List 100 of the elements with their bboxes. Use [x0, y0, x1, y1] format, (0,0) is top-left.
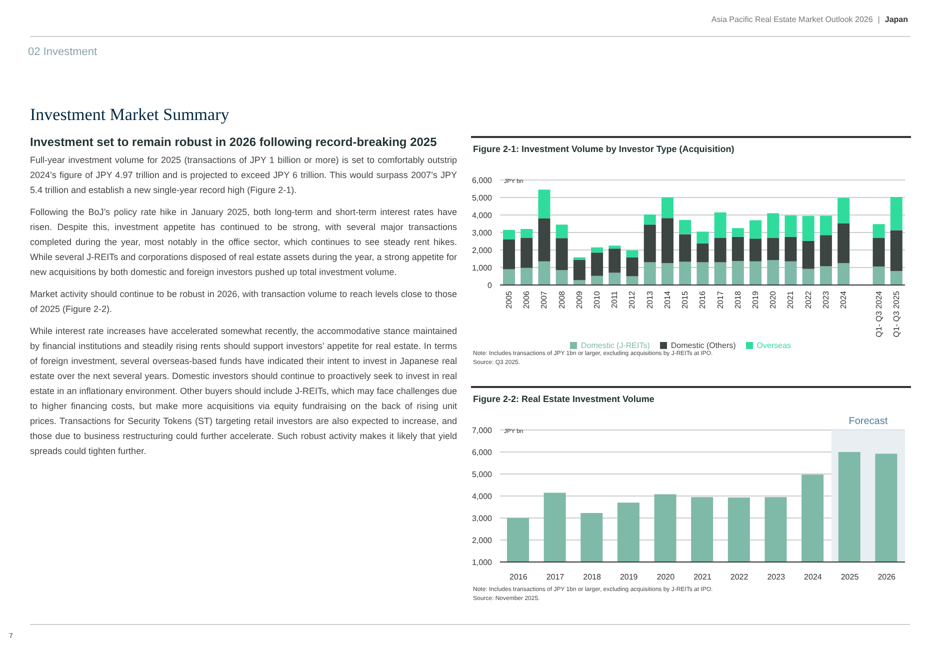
bar — [820, 235, 832, 266]
bar — [750, 238, 762, 262]
bar — [820, 266, 832, 285]
x-tick-label: 2026 — [878, 572, 896, 582]
bar — [503, 230, 515, 240]
text: Full-year investment volume for 2025 (transactions of JPY 1 billion or more) is set to comfortably outstrip 2024’s figure of JPY 4.97 trillion and is projected to exceed JPY 6 trillion. This would surpass 2007’s JPY 5.4 trillion and establish a new single-year record high (Figure 2-1). — [30, 154, 457, 197]
bar — [626, 250, 638, 258]
bar — [890, 196, 902, 230]
bar — [802, 268, 814, 285]
bar — [872, 266, 885, 285]
bar — [591, 276, 604, 285]
bar — [767, 238, 780, 260]
bar — [538, 218, 550, 262]
bar — [626, 258, 638, 276]
y-tick-label: 4,000 — [472, 492, 493, 501]
x-tick-label: 2021 — [694, 572, 712, 582]
x-tick-label: 2024 — [839, 290, 848, 309]
bar — [890, 271, 902, 285]
bar — [767, 213, 780, 238]
bar — [802, 216, 814, 241]
bar — [608, 246, 621, 249]
bar — [520, 229, 533, 238]
x-tick-label: 2014 — [662, 290, 672, 309]
text: 02 Investment — [28, 46, 98, 58]
bar — [820, 216, 832, 236]
y-tick-label: 5,000 — [472, 193, 493, 202]
y-tick-label: 3,000 — [472, 228, 493, 238]
legend-label: Domestic (Others) — [670, 341, 736, 350]
y-tick-label: 0 — [488, 280, 493, 290]
bar — [556, 224, 568, 238]
bar — [573, 260, 586, 280]
bar — [890, 230, 902, 271]
bar — [661, 198, 674, 218]
bar — [696, 232, 709, 244]
bar — [556, 238, 568, 270]
x-tick-label: 2006 — [522, 290, 532, 309]
y-tick-label: 2,000 — [472, 536, 493, 545]
bar — [750, 261, 762, 285]
chart-title: Figure 2-2: Real Estate Investment Volume — [473, 394, 656, 406]
text: While interest rate increases have accelerated somewhat recently, the accommodative stance maintained by financial institutions and steadily rising rents should support investors’ appetite for real estate. In terms of foreign investment, several overseas-based funds have indicated their intent to invest in Japanese real estate over the next several years. Domestic investors should continue to proactively seek to invest in real estate in an inflationary environment. Other buyers should include J-REITs, which may face challenges due to higher financing costs, but make more acquisitions via equity fundraising on the back of rising unit prices. Transactions for Security Tokens (ST) targeting retail investors are also expected to increase, and those due to business restructuring could further accelerate. Such robust activity makes it likely that yield spreads could tighten further. — [30, 326, 457, 456]
x-tick-label: 2008 — [557, 290, 566, 309]
x-tick-label: 2010 — [592, 290, 602, 309]
bar — [661, 218, 674, 264]
bar — [732, 228, 744, 237]
x-tick-label: 2013 — [645, 290, 654, 309]
bar — [732, 261, 744, 285]
x-tick-label: 2023 — [767, 572, 786, 582]
bar — [591, 247, 604, 253]
bar — [696, 243, 709, 262]
bar — [644, 214, 656, 225]
bar — [679, 262, 692, 285]
bar — [714, 212, 726, 238]
y-tick-label: 3,000 — [472, 514, 493, 523]
bar — [714, 262, 726, 285]
x-tick-label: 2021 — [786, 290, 796, 309]
y-tick-label: 5,000 — [472, 470, 493, 479]
text: Japan — [884, 15, 908, 24]
bar — [644, 262, 656, 285]
y-tick-label: 4,000 — [472, 210, 493, 220]
text: Investment set to remain robust in 2026 following record-breaking 2025 — [30, 135, 438, 149]
y-tick-label: 1,000 — [472, 263, 493, 272]
bar — [608, 248, 621, 273]
bar — [872, 224, 885, 238]
x-tick-label: 2018 — [733, 290, 742, 309]
bar — [838, 263, 850, 285]
bar — [556, 270, 568, 285]
x-tick-label: 2009 — [574, 290, 584, 309]
bar — [573, 257, 586, 260]
bar — [573, 280, 586, 285]
x-tick-label: 2022 — [730, 572, 749, 582]
bar — [784, 236, 797, 262]
x-tick-label: 2017 — [546, 572, 565, 582]
band-label: Forecast — [848, 416, 888, 427]
x-tick-label: 2018 — [583, 572, 602, 582]
bar — [872, 238, 885, 266]
x-tick-label: 2012 — [628, 290, 637, 309]
bar — [661, 263, 674, 285]
y-tick-label: 6,000 — [472, 448, 493, 457]
bar — [503, 269, 515, 285]
x-tick-label: 2020 — [768, 290, 778, 309]
x-tick-label: Q1- Q3 2025 — [892, 290, 901, 338]
bar — [696, 262, 709, 285]
x-tick-label: 2019 — [620, 572, 638, 582]
bar — [838, 223, 850, 264]
x-tick-label: 2016 — [510, 572, 528, 582]
x-tick-label: 2019 — [751, 290, 760, 309]
y-tick-label: 1,000 — [472, 558, 493, 567]
x-tick-label: 2022 — [804, 290, 813, 309]
x-tick-label: 2007 — [540, 290, 549, 309]
x-tick-label: 2016 — [698, 290, 708, 309]
x-tick-label: 2017 — [716, 290, 725, 309]
bar — [538, 190, 550, 218]
bar — [767, 260, 780, 285]
bar — [644, 224, 656, 262]
bar — [802, 240, 814, 269]
x-tick-label: 2023 — [821, 290, 830, 309]
text: Following the BoJ’s policy rate hike in January 2025, both long-term and short-term interest rates have risen. Despite this, investment appetite has continued to be strong, with several major transactions completed during the year, most notably in the office sector, which continues to see steady rent hikes. While several J-REITs and corporations disposed of real estate assets during the year, a strong appetite for new acquisitions by both domestic and foreign investors pushed up total investment volume. — [30, 206, 457, 279]
x-tick-label: 2011 — [610, 290, 620, 308]
bar — [714, 238, 726, 262]
bar — [784, 261, 797, 285]
